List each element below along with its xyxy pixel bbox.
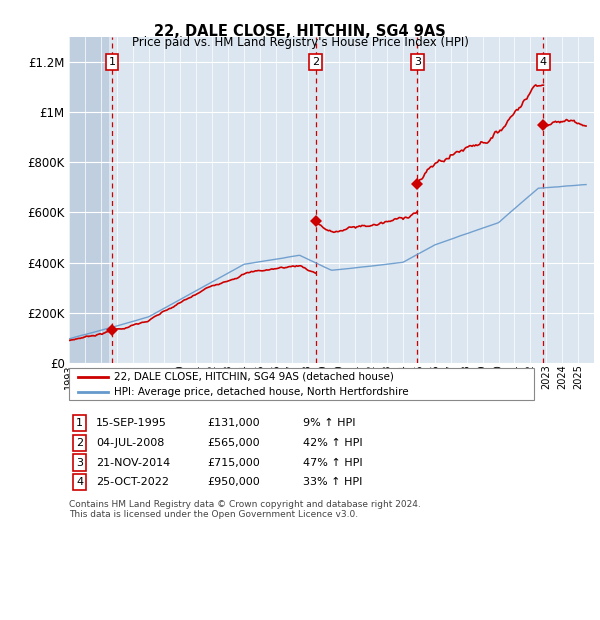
Text: £131,000: £131,000: [207, 418, 260, 428]
Text: £715,000: £715,000: [207, 458, 260, 467]
Text: 2: 2: [76, 438, 83, 448]
Text: 1: 1: [109, 57, 116, 67]
Text: 33% ↑ HPI: 33% ↑ HPI: [303, 477, 362, 487]
Text: This data is licensed under the Open Government Licence v3.0.: This data is licensed under the Open Gov…: [69, 510, 358, 519]
Text: HPI: Average price, detached house, North Hertfordshire: HPI: Average price, detached house, Nort…: [114, 387, 409, 397]
Text: 04-JUL-2008: 04-JUL-2008: [96, 438, 164, 448]
Text: £950,000: £950,000: [207, 477, 260, 487]
Text: Contains HM Land Registry data © Crown copyright and database right 2024.: Contains HM Land Registry data © Crown c…: [69, 500, 421, 510]
Text: Price paid vs. HM Land Registry's House Price Index (HPI): Price paid vs. HM Land Registry's House …: [131, 36, 469, 49]
Text: 4: 4: [76, 477, 83, 487]
Text: 4: 4: [540, 57, 547, 67]
Text: 3: 3: [414, 57, 421, 67]
Text: 42% ↑ HPI: 42% ↑ HPI: [303, 438, 362, 448]
Text: 9% ↑ HPI: 9% ↑ HPI: [303, 418, 355, 428]
Bar: [69, 37, 109, 363]
Text: 21-NOV-2014: 21-NOV-2014: [96, 458, 170, 467]
Text: 47% ↑ HPI: 47% ↑ HPI: [303, 458, 362, 467]
Text: 15-SEP-1995: 15-SEP-1995: [96, 418, 167, 428]
Text: 1: 1: [76, 418, 83, 428]
Text: 2: 2: [312, 57, 319, 67]
Text: 22, DALE CLOSE, HITCHIN, SG4 9AS: 22, DALE CLOSE, HITCHIN, SG4 9AS: [154, 24, 446, 38]
Text: £565,000: £565,000: [207, 438, 260, 448]
Text: 25-OCT-2022: 25-OCT-2022: [96, 477, 169, 487]
Text: 3: 3: [76, 458, 83, 467]
Text: 22, DALE CLOSE, HITCHIN, SG4 9AS (detached house): 22, DALE CLOSE, HITCHIN, SG4 9AS (detach…: [114, 371, 394, 382]
